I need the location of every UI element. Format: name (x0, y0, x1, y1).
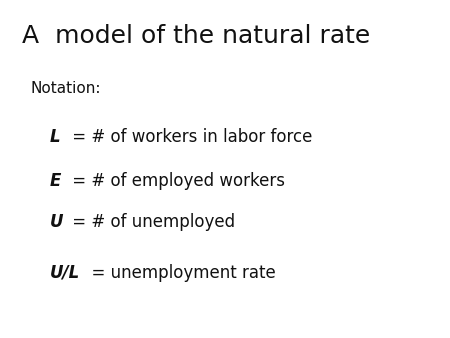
Text: = # of employed workers: = # of employed workers (67, 172, 285, 190)
Text: E: E (50, 172, 61, 190)
Text: L: L (50, 128, 60, 146)
Text: U: U (50, 213, 63, 231)
Text: Notation:: Notation: (30, 81, 101, 96)
Text: = unemployment rate: = unemployment rate (81, 264, 276, 282)
Text: = # of workers in labor force: = # of workers in labor force (67, 128, 312, 146)
Text: A  model of the natural rate: A model of the natural rate (22, 24, 370, 48)
Text: U/L: U/L (50, 264, 80, 282)
Text: = # of unemployed: = # of unemployed (67, 213, 235, 231)
